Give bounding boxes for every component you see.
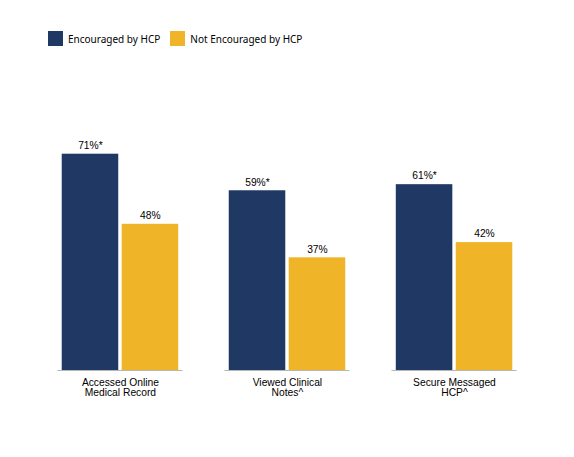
svg-text:37%: 37%: [307, 244, 328, 255]
svg-text:59%*: 59%*: [245, 177, 270, 188]
svg-text:Viewed ClinicalNotes^: Viewed ClinicalNotes^: [253, 377, 322, 398]
svg-text:61%*: 61%*: [412, 170, 437, 181]
svg-text:42%: 42%: [474, 228, 495, 239]
svg-text:71%*: 71%*: [78, 140, 103, 151]
html-text:Encouraged by HCP: Encouraged by HCP: [68, 31, 161, 46]
html-text:Not Encouraged by HCP: Not Encouraged by HCP: [190, 31, 303, 46]
svg-text:Accessed OnlineMedical Record: Accessed OnlineMedical Record: [82, 377, 159, 398]
svg-text:48%: 48%: [140, 210, 161, 221]
svg-text:Secure MessagedHCP^: Secure MessagedHCP^: [413, 377, 496, 398]
